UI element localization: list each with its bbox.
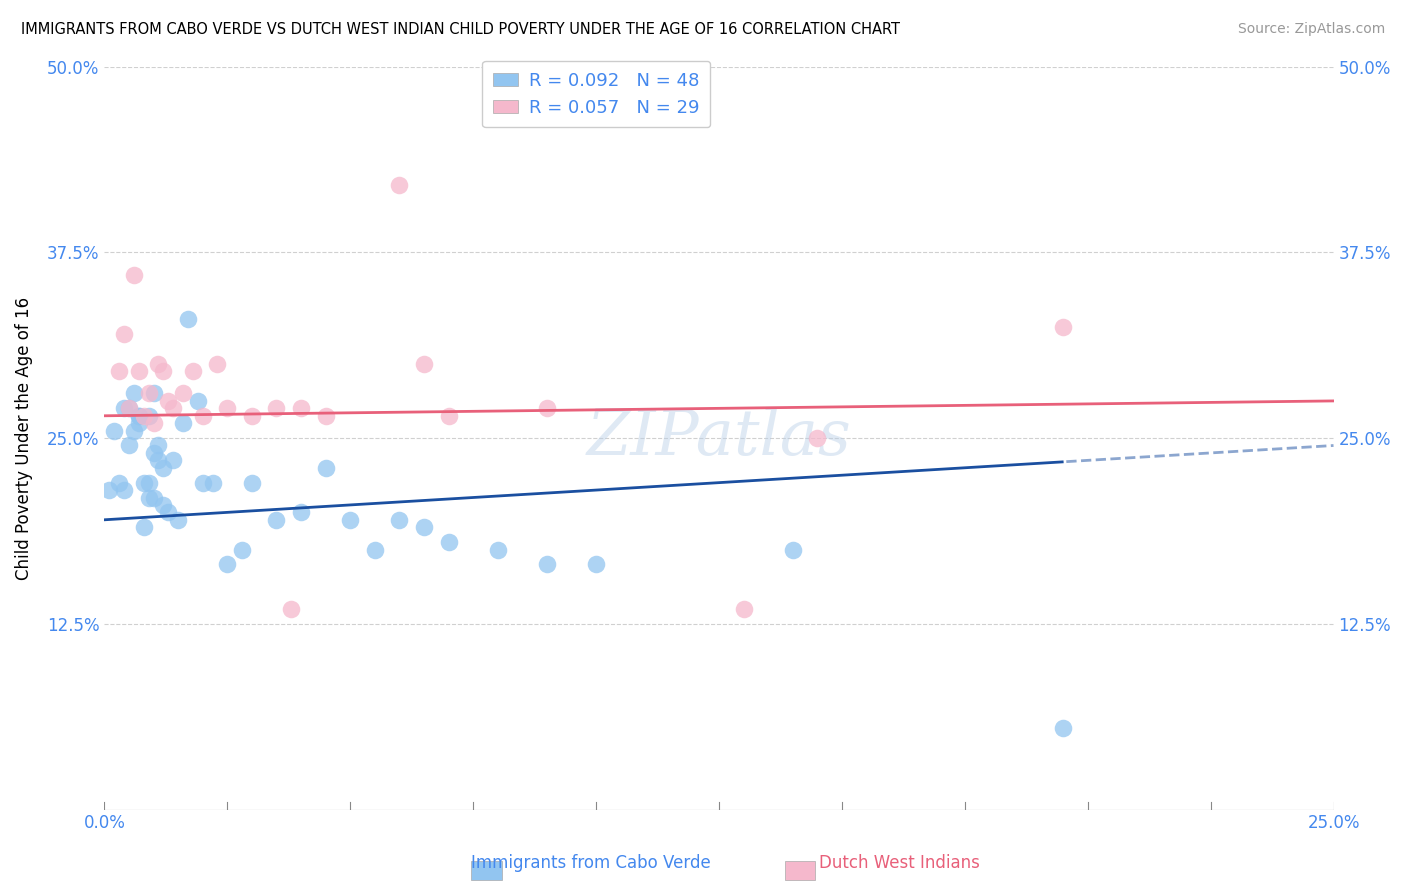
Bar [471, 861, 502, 880]
Point [148, 453, 170, 467]
Point [207, 357, 229, 371]
Point [112, 401, 135, 416]
Point [142, 491, 165, 505]
Point [187, 393, 209, 408]
Point [98, 483, 121, 497]
Point [240, 475, 263, 490]
Point [132, 409, 155, 423]
Point [152, 460, 174, 475]
Point [266, 401, 288, 416]
Point [240, 409, 263, 423]
Bar [785, 861, 815, 880]
Point [142, 416, 165, 430]
Point [108, 475, 131, 490]
Point [388, 178, 411, 193]
Point [437, 409, 460, 423]
Point [157, 505, 180, 519]
Point [201, 475, 224, 490]
Point [437, 535, 460, 549]
Point [585, 558, 607, 572]
Point [142, 386, 165, 401]
Legend: R = 0.092   N = 48, R = 0.057   N = 29: R = 0.092 N = 48, R = 0.057 N = 29 [482, 61, 710, 128]
Point [217, 558, 239, 572]
Point [138, 386, 160, 401]
Point [231, 542, 253, 557]
Point [290, 401, 312, 416]
Point [388, 513, 411, 527]
Point [152, 498, 174, 512]
Point [108, 364, 131, 378]
Text: ZIPatlas: ZIPatlas [586, 408, 851, 469]
Point [162, 401, 184, 416]
Point [1052, 721, 1074, 735]
Point [118, 438, 141, 452]
Point [132, 475, 155, 490]
Text: Source: ZipAtlas.com: Source: ZipAtlas.com [1237, 22, 1385, 37]
Point [364, 542, 387, 557]
Point [280, 602, 302, 616]
Text: Dutch West Indians: Dutch West Indians [820, 855, 980, 872]
Point [132, 520, 155, 534]
Point [290, 505, 312, 519]
Point [112, 327, 135, 342]
Point [315, 460, 337, 475]
Point [122, 268, 145, 282]
Point [122, 386, 145, 401]
Point [1052, 319, 1074, 334]
Point [172, 416, 194, 430]
Point [128, 409, 150, 423]
Point [339, 513, 361, 527]
Point [217, 401, 239, 416]
Point [191, 409, 214, 423]
Point [782, 542, 804, 557]
Point [138, 491, 160, 505]
Point [733, 602, 755, 616]
Point [112, 483, 135, 497]
Point [103, 424, 125, 438]
Point [148, 438, 170, 452]
Text: IMMIGRANTS FROM CABO VERDE VS DUTCH WEST INDIAN CHILD POVERTY UNDER THE AGE OF 1: IMMIGRANTS FROM CABO VERDE VS DUTCH WEST… [21, 22, 900, 37]
Point [486, 542, 509, 557]
Point [142, 446, 165, 460]
Point [177, 312, 200, 326]
Point [413, 357, 436, 371]
Point [128, 409, 150, 423]
Point [118, 401, 141, 416]
Point [138, 409, 160, 423]
Point [413, 520, 436, 534]
Point [152, 364, 174, 378]
Point [148, 357, 170, 371]
Point [191, 475, 214, 490]
Point [162, 453, 184, 467]
Point [181, 364, 204, 378]
Point [118, 401, 141, 416]
Point [167, 513, 190, 527]
Point [536, 558, 558, 572]
Point [138, 475, 160, 490]
Point [157, 393, 180, 408]
Point [315, 409, 337, 423]
Point [122, 424, 145, 438]
Point [128, 416, 150, 430]
Point [806, 431, 828, 445]
Text: Immigrants from Cabo Verde: Immigrants from Cabo Verde [471, 855, 710, 872]
Y-axis label: Child Poverty Under the Age of 16: Child Poverty Under the Age of 16 [15, 296, 32, 580]
Point [536, 401, 558, 416]
Point [128, 364, 150, 378]
Point [266, 513, 288, 527]
Point [172, 386, 194, 401]
